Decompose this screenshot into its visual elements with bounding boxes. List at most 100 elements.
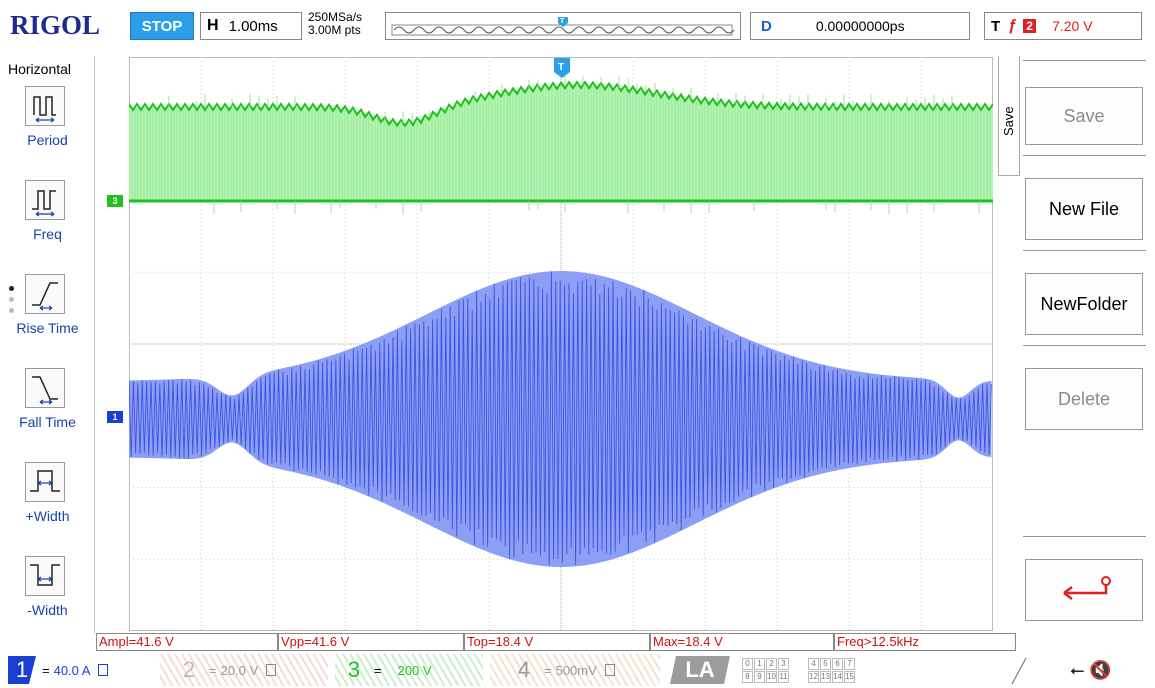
memory-depth: 3.00M pts (308, 24, 362, 37)
ch4-number: 4 (510, 656, 538, 684)
measurement-ampl[interactable]: Ampl=41.6 V (96, 633, 278, 651)
digital-channels-0-11[interactable]: 0 1 2 3 8 9 10 11 (742, 658, 789, 683)
frequency-icon (25, 180, 65, 220)
trigger-source: 2 (1023, 19, 1036, 33)
status-bar: RIGOL STOP H 1.00ms 250MSa/s 3.00M pts T… (0, 0, 1155, 48)
logic-analyzer-button[interactable]: LA (670, 656, 730, 684)
ch1-number: 1 (8, 656, 36, 684)
rising-edge-icon: ƒ (1008, 17, 1017, 35)
rise-time-icon (25, 274, 65, 314)
trigger-level: 7.20 V (1052, 18, 1092, 34)
acquisition-info: 250MSa/s 3.00M pts (308, 11, 362, 37)
digital-channel: 1 (754, 658, 765, 670)
ch2-indicator[interactable]: 2 = 20.0 V (175, 656, 276, 684)
positive-width-icon (25, 462, 65, 502)
trigger-key: T (991, 18, 1000, 35)
timebase-value: 1.00ms (229, 18, 278, 35)
save-menu-tab[interactable]: Save (998, 56, 1020, 176)
ch2-coupling-icon: = (209, 663, 217, 678)
measure-freq-button[interactable]: Freq (0, 176, 95, 266)
ch4-coupling-icon: = (544, 663, 552, 678)
ch4-scale: 500mV (556, 663, 597, 678)
digital-channel: 13 (820, 671, 831, 683)
new-folder-label: NewFolder (1025, 273, 1143, 335)
new-folder-button[interactable]: NewFolder (1023, 250, 1146, 340)
ch1-scale: 40.0 A (54, 663, 91, 678)
measure-period-button[interactable]: Period (0, 82, 95, 172)
measure-period-label: Period (0, 132, 95, 148)
measurement-vpp[interactable]: Vpp=41.6 V (278, 633, 464, 651)
digital-channel: 7 (844, 658, 855, 670)
ch4-indicator[interactable]: 4 = 500mV (510, 656, 615, 684)
digital-channel: 11 (778, 671, 789, 683)
waveform-display[interactable] (129, 57, 993, 631)
measure-rise-time-label: Rise Time (0, 320, 95, 336)
status-icons: ⭠ 🔇 (1070, 660, 1112, 681)
measure-negative-width-button[interactable]: -Width (0, 552, 95, 642)
ch1-waveform (129, 271, 991, 567)
trigger-readout[interactable]: T ƒ 2 7.20 V (984, 12, 1142, 40)
ch1-indicator[interactable]: 1 = 40.0 A (8, 656, 108, 684)
usb-icon: ⭠ (1070, 660, 1084, 680)
memory-trigger-label: T (560, 18, 565, 25)
measure-menu: Horizontal Period Freq Rise Time Fall Ti… (0, 56, 95, 634)
ch3-waveform (129, 71, 993, 214)
return-arrow-icon (1025, 559, 1143, 621)
ch2-scale: 20.0 V (221, 663, 259, 678)
measurement-max[interactable]: Max=18.4 V (650, 633, 834, 651)
save-menu-tab-label: Save (1001, 106, 1016, 136)
ch1-coupling-icon: = (42, 663, 50, 678)
timebase-readout[interactable]: H 1.00ms (200, 12, 302, 40)
delete-label: Delete (1025, 368, 1143, 430)
memory-position-bar[interactable]: T (385, 12, 741, 40)
measurement-top[interactable]: Top=18.4 V (464, 633, 650, 651)
digital-channel: 8 (742, 671, 753, 683)
delete-button[interactable]: Delete (1023, 345, 1146, 435)
horizontal-key: H (207, 17, 219, 35)
digital-channel: 15 (844, 671, 855, 683)
run-stop-button[interactable]: STOP (130, 12, 194, 40)
measure-fall-time-label: Fall Time (0, 414, 95, 430)
sound-muted-icon: 🔇 (1089, 660, 1111, 680)
measurement-freq[interactable]: Freq>12.5kHz (834, 633, 1016, 651)
save-menu: Save Save New File NewFolder Delete (998, 56, 1155, 634)
digital-channel: 14 (832, 671, 843, 683)
digital-channel: 5 (820, 658, 831, 670)
ch3-number: 3 (340, 656, 368, 684)
ch3-offset-marker[interactable]: 3 (107, 195, 123, 207)
period-icon (25, 86, 65, 126)
ch3-scale: 200 V (398, 663, 432, 678)
ch2-bandwidth-icon (266, 664, 276, 676)
trigger-time-marker[interactable]: T (554, 58, 570, 78)
measure-negative-width-label: -Width (0, 602, 95, 618)
return-button[interactable] (1023, 536, 1146, 626)
delay-readout[interactable]: D 0.00000000ps (750, 12, 970, 40)
digital-channel: 6 (832, 658, 843, 670)
digital-channels-4-15[interactable]: 4 5 6 7 12 13 14 15 (808, 658, 855, 683)
measure-fall-time-button[interactable]: Fall Time (0, 364, 95, 454)
delay-value: 0.00000000ps (816, 18, 905, 34)
measure-positive-width-button[interactable]: +Width (0, 458, 95, 548)
brand-logo: RIGOL (10, 10, 100, 41)
ch3-indicator[interactable]: 3 = 200 V (340, 656, 432, 684)
digital-channel: 10 (766, 671, 777, 683)
new-file-button[interactable]: New File (1023, 155, 1146, 245)
ch3-coupling-icon: = (374, 663, 382, 678)
channel-bar: 1 = 40.0 A 2 = 20.0 V 3 = 200 V 4 = 500m… (0, 652, 1155, 688)
digital-channel: 12 (808, 671, 819, 683)
digital-channel: 2 (766, 658, 777, 670)
measure-rise-time-button[interactable]: Rise Time (0, 270, 95, 360)
delay-key: D (761, 18, 772, 35)
memory-waveform-icon: T (390, 17, 736, 37)
measure-positive-width-label: +Width (0, 508, 95, 524)
save-button[interactable]: Save (1023, 60, 1146, 150)
ch1-bandwidth-icon (98, 664, 108, 676)
ch2-number: 2 (175, 656, 203, 684)
digital-channel: 4 (808, 658, 819, 670)
divider-icon (1010, 656, 1028, 686)
ch1-offset-marker[interactable]: 1 (107, 411, 123, 423)
fall-time-icon (25, 368, 65, 408)
new-file-label: New File (1025, 178, 1143, 240)
negative-width-icon (25, 556, 65, 596)
digital-channel: 0 (742, 658, 753, 670)
